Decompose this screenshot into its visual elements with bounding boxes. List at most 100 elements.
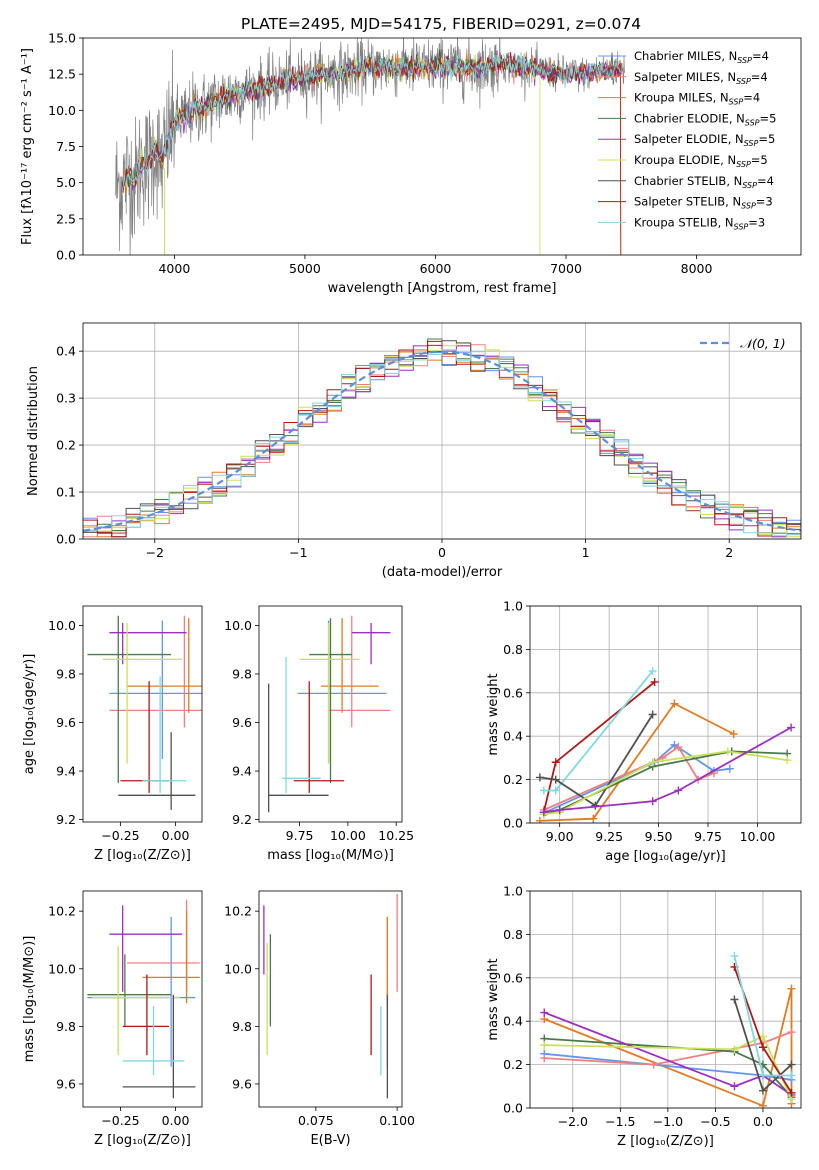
series-marker — [758, 1086, 767, 1095]
x-tick-label: 2 — [725, 545, 733, 560]
y-tick-label: 10.2 — [48, 904, 76, 919]
point-salpeter-elodie — [109, 905, 183, 992]
point-chabrier-elodie — [87, 615, 172, 784]
series-marker — [539, 786, 548, 795]
series-salpeter-elodie — [539, 723, 796, 817]
y-tick-label: 9.8 — [56, 1019, 76, 1034]
y-tick-label: 9.2 — [56, 812, 76, 827]
x-tick-label: −2 — [146, 545, 164, 560]
x-tick-label: 10.00 — [330, 828, 366, 843]
series-marker — [589, 814, 598, 823]
mass-weight-vs-z-panel: −2.0 −1.5 −1.0 −0.5 0.0 0.0 0.2 0.4 0.6 0.8 1.0 Z [… — [486, 884, 802, 1149]
residuals-panel: −2 −1 0 1 2 0.0 0.1 0.2 0.3 0.4 (data-model)/error… — [26, 322, 802, 580]
spectrum-legend: Chabrier MILES, NSSP=4 Salpeter MILES, NS… — [598, 49, 776, 231]
series-marker — [535, 816, 544, 823]
mass-vs-ebv-plot-area — [263, 893, 398, 1099]
series-kroupa-miles — [535, 699, 738, 823]
y-axis-label: age [log₁₀(age/yr)] — [22, 654, 37, 775]
legend-label-count: =4 — [752, 49, 769, 63]
age-vs-z-panel: −0.25 0.00 9.2 9.4 9.6 9.8 10.0 Z [log₁₀(Z/Z⊙)]… — [22, 605, 203, 863]
series-marker — [787, 1088, 796, 1097]
axes-frame — [258, 890, 403, 1108]
series-marker — [725, 764, 734, 773]
y-tick-label: 0.3 — [56, 391, 76, 406]
series-marker — [787, 723, 796, 732]
x-tick-label: 9.75 — [286, 828, 314, 843]
y-tick-label: 10.0 — [224, 961, 252, 976]
x-axis-label: age [log₁₀(age/yr)] — [605, 849, 726, 864]
point-kroupa-stelib — [282, 656, 321, 793]
mass-weight-vs-age-plot-area — [535, 667, 796, 823]
series-marker — [730, 995, 739, 1004]
legend-label-salpeter-miles-n-ssp-4: Salpeter MILES, NSSP=4 — [634, 70, 768, 86]
series-marker — [648, 797, 657, 806]
point-kroupa-elodie — [299, 622, 360, 764]
series-marker — [758, 1043, 767, 1052]
y-tick-label: 9.8 — [232, 666, 252, 681]
x-tick-label: 1 — [582, 545, 590, 560]
x-axis-label: wavelength [Angstrom, rest frame] — [328, 281, 557, 296]
legend-label-kroupa-stelib-n-ssp-3: Kroupa STELIB, NSSP=3 — [634, 215, 765, 231]
series-marker — [539, 808, 548, 817]
mass-vs-ebv-panel: 0.075 0.100 9.6 9.8 10.0 10.2 E(B-V) — [224, 890, 415, 1148]
model-fit-kroupa-miles-n-ssp-4 — [121, 51, 622, 255]
x-axis-label: Z [log₁₀(Z/Z⊙)] — [94, 848, 191, 863]
legend-label-chabrier-miles-n-ssp-4: Chabrier MILES, NSSP=4 — [634, 49, 769, 65]
point-salpeter-stelib — [120, 681, 169, 793]
series-marker — [551, 775, 560, 784]
series-marker — [551, 758, 560, 767]
x-axis-label: Z [log₁₀(Z/Z⊙)] — [617, 1134, 714, 1149]
series-marker — [758, 1101, 767, 1108]
x-axis-label: Z [log₁₀(Z/Z⊙)] — [94, 1133, 191, 1148]
residuals-plot-area — [83, 338, 801, 538]
y-tick-label: 0.1 — [56, 485, 76, 500]
age-vs-z-plot-area — [87, 615, 202, 810]
series-kroupa-stelib — [539, 667, 657, 795]
y-tick-label: 10.0 — [48, 618, 76, 633]
y-tick-label: 5.0 — [56, 175, 76, 190]
point-kroupa-stelib — [142, 676, 187, 793]
point-kroupa-miles — [142, 911, 200, 1004]
legend-label-count: =4 — [757, 174, 774, 188]
x-tick-label: 9.50 — [645, 829, 673, 844]
series-marker — [540, 1041, 549, 1050]
figure-title: PLATE=2495, MJD=54175, FIBERID=0291, z=0… — [241, 15, 641, 33]
point-chabrier-miles — [87, 916, 196, 1067]
normal-reference-curve — [83, 350, 801, 532]
x-tick-label: 0 — [438, 545, 446, 560]
x-tick-label: 6000 — [420, 261, 452, 276]
y-tick-label: 10.0 — [224, 618, 252, 633]
point-salpeter-stelib — [122, 974, 169, 1056]
series-marker — [540, 1054, 549, 1063]
legend-subscript: SSP — [737, 56, 752, 65]
x-tick-label: 0.100 — [379, 1113, 415, 1128]
x-tick-label: 0.00 — [162, 1113, 190, 1128]
spectrum-plot-area — [115, 38, 626, 255]
legend-label-text: Salpeter STELIB, N — [634, 195, 741, 209]
x-tick-label: 5000 — [289, 261, 321, 276]
model-fit-salpeter-stelib-n-ssp-3 — [121, 52, 622, 255]
y-tick-label: 0.4 — [503, 1014, 523, 1029]
series-line — [539, 714, 654, 807]
legend-subscript: SSP — [736, 77, 751, 86]
y-tick-label: 0.8 — [503, 927, 523, 942]
point-chabrier-stelib — [268, 683, 329, 813]
y-tick-label: 15.0 — [48, 31, 76, 46]
series-marker — [787, 1071, 796, 1080]
y-tick-label: 0.2 — [503, 1057, 523, 1072]
y-tick-label: 1.0 — [503, 884, 523, 899]
point-salpeter-elodie — [351, 622, 391, 665]
series-marker — [730, 952, 739, 961]
series-marker — [787, 1028, 796, 1037]
axes-frame — [82, 605, 203, 823]
legend-subscript: SSP — [734, 222, 749, 231]
y-tick-label: 12.5 — [48, 67, 76, 82]
legend-subscript: SSP — [741, 202, 756, 211]
legend-subscript: SSP — [745, 118, 760, 127]
series-marker — [729, 730, 738, 739]
observed-spectrum — [115, 38, 626, 255]
y-tick-label: 0.8 — [503, 642, 523, 657]
legend-label-salpeter-elodie-n-ssp-5: Salpeter ELODIE, NSSP=5 — [634, 132, 775, 148]
x-tick-label: −0.5 — [700, 1114, 730, 1129]
series-line — [542, 681, 656, 813]
